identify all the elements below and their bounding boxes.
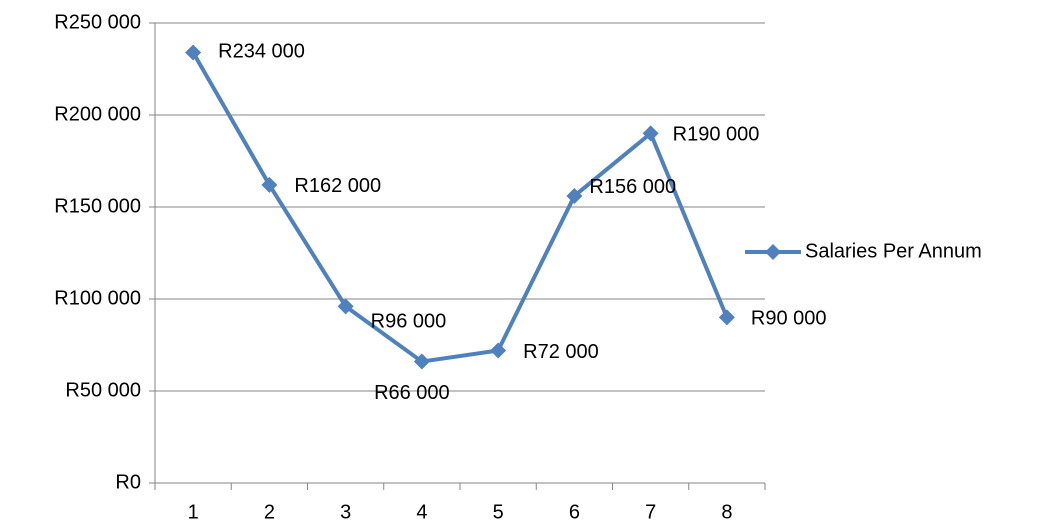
legend-marker <box>765 244 781 260</box>
marker <box>642 125 659 142</box>
data-label: R96 000 <box>371 311 447 333</box>
x-tick-label: 5 <box>493 501 504 523</box>
y-tick-label: R50 000 <box>65 379 141 401</box>
y-tick-label: R0 <box>115 471 141 493</box>
marker <box>261 176 278 193</box>
x-tick-label: 6 <box>569 501 580 523</box>
x-tick-label: 4 <box>416 501 427 523</box>
y-tick-label: R100 000 <box>54 287 141 309</box>
x-tick-label: 1 <box>188 501 199 523</box>
marker <box>490 342 507 359</box>
marker <box>185 44 202 61</box>
data-label: R90 000 <box>751 308 827 330</box>
y-tick-label: R150 000 <box>54 195 141 217</box>
x-tick-label: 3 <box>340 501 351 523</box>
legend-label: Salaries Per Annum <box>805 240 982 262</box>
data-label: R162 000 <box>294 175 381 197</box>
line <box>191 51 729 364</box>
marker <box>566 187 583 204</box>
data-label: R66 000 <box>374 382 450 404</box>
data-label: R72 000 <box>523 341 599 363</box>
data-label: R156 000 <box>589 176 676 198</box>
y-tick-label: R250 000 <box>54 11 141 33</box>
x-tick-label: 8 <box>721 501 732 523</box>
data-label: R190 000 <box>673 124 760 146</box>
marker <box>337 298 354 315</box>
x-tick-label: 7 <box>645 501 656 523</box>
x-tick-label: 2 <box>264 501 275 523</box>
marker <box>718 309 735 326</box>
y-tick-label: R200 000 <box>54 103 141 125</box>
data-label: R234 000 <box>218 41 305 63</box>
marker <box>413 353 430 370</box>
